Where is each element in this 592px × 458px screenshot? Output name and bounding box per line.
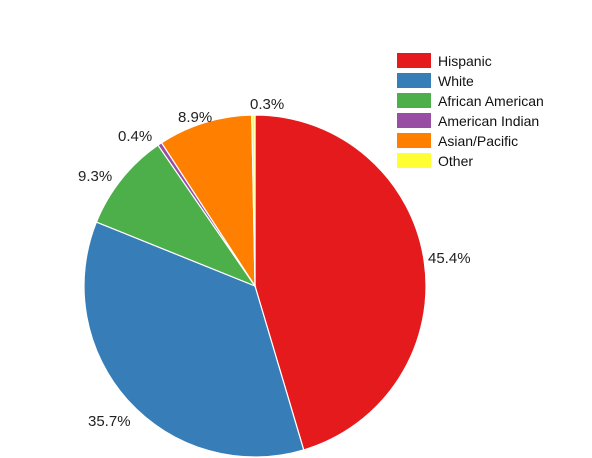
legend-swatch-white <box>397 73 431 88</box>
value-label-american-indian: 0.4% <box>118 128 152 145</box>
pie-slice-african-american <box>95 144 257 288</box>
legend-swatch-other <box>397 153 431 168</box>
value-label-african-american: 9.3% <box>78 168 112 185</box>
pie-value-labels: 45.4% 35.7% 9.3% 0.4% 8.9% 0.3% <box>78 96 471 430</box>
value-label-hispanic: 45.4% <box>428 250 471 267</box>
pie-slice-asian-pacific <box>160 114 256 289</box>
legend-label-other: Other <box>438 153 473 169</box>
legend-label-asian-pacific: Asian/Pacific <box>438 133 518 149</box>
value-label-asian-pacific: 8.9% <box>178 109 212 126</box>
value-label-white: 35.7% <box>88 413 131 430</box>
pie-slice-other <box>251 114 256 287</box>
legend-label-american-indian: American Indian <box>438 113 539 129</box>
legend-swatch-african-american <box>397 93 431 108</box>
value-label-other: 0.3% <box>250 96 284 113</box>
legend-swatch-asian-pacific <box>397 133 431 148</box>
pie-slices <box>83 114 427 458</box>
legend-label-hispanic: Hispanic <box>438 53 492 69</box>
legend-label-african-american: African American <box>438 93 544 109</box>
legend-swatch-hispanic <box>397 53 431 68</box>
pie-slice-white <box>83 221 305 458</box>
legend-swatch-american-indian <box>397 113 431 128</box>
legend: Hispanic White African American American In… <box>397 53 544 169</box>
legend-label-white: White <box>438 73 474 89</box>
pie-slice-hispanic <box>254 114 427 451</box>
